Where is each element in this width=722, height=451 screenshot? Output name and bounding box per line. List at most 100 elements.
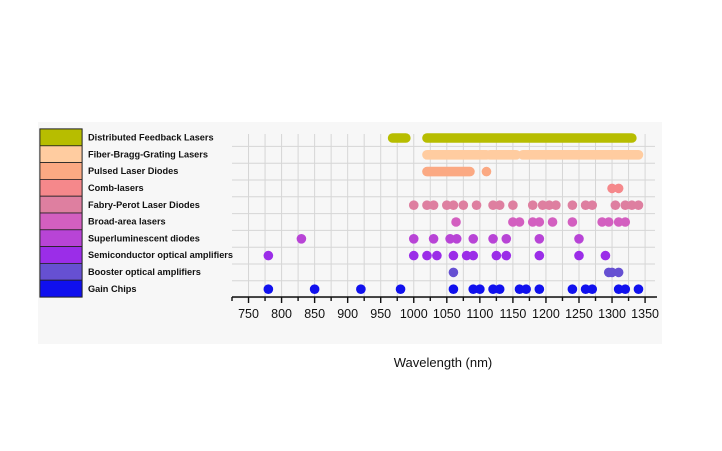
x-tick-label: 750 — [238, 307, 259, 321]
x-tick-label: 950 — [370, 307, 391, 321]
point-booster-optical-amplifiers — [613, 267, 624, 278]
point-booster-optical-amplifiers — [607, 267, 617, 278]
range-bar-pulsed-laser-diodes — [422, 166, 475, 177]
x-tick-label: 1150 — [499, 307, 526, 321]
point-fabry-perot-laser-diodes — [580, 200, 591, 210]
category-label-broad-area-lasers: Broad-area lasers — [88, 217, 166, 227]
point-gain-chips — [620, 284, 631, 295]
point-fabry-perot-laser-diodes — [620, 200, 631, 210]
x-tick-label: 1350 — [631, 307, 659, 321]
point-superluminescent-diodes — [534, 234, 545, 244]
point-broad-area-lasers — [567, 217, 578, 227]
category-label-superluminescent-diodes: Superluminescent diodes — [88, 233, 200, 243]
point-semiconductor-optical-amplifiers — [600, 250, 611, 261]
point-semiconductor-optical-amplifiers — [408, 250, 419, 261]
legend-swatch-distributed-feedback-lasers — [39, 128, 83, 147]
x-tick-label: 1250 — [565, 307, 593, 321]
point-gain-chips — [494, 284, 505, 295]
point-semiconductor-optical-amplifiers — [432, 250, 442, 261]
point-fabry-perot-laser-diodes — [508, 200, 518, 210]
point-gain-chips — [534, 284, 545, 295]
legend-swatch-comb-lasers — [39, 178, 83, 197]
point-fabry-perot-laser-diodes — [422, 200, 432, 210]
data-marks — [263, 133, 644, 295]
x-tick-label: 1200 — [532, 307, 560, 321]
x-tick-label: 1100 — [466, 307, 493, 321]
point-gain-chips — [356, 284, 366, 295]
point-fabry-perot-laser-diodes — [544, 200, 555, 210]
legend-swatch-fiber-bragg-grating-lasers — [39, 145, 83, 164]
point-broad-area-lasers — [451, 217, 461, 227]
category-label-comb-lasers: Comb-lasers — [88, 183, 144, 193]
point-semiconductor-optical-amplifiers — [461, 250, 472, 261]
point-broad-area-lasers — [508, 217, 518, 227]
point-gain-chips — [514, 284, 525, 295]
x-tick-label: 800 — [271, 307, 292, 321]
point-gain-chips — [521, 284, 531, 295]
point-superluminescent-diodes — [574, 234, 584, 244]
point-fabry-perot-laser-diodes — [408, 200, 419, 210]
point-superluminescent-diodes — [468, 234, 479, 244]
point-superluminescent-diodes — [408, 234, 419, 244]
point-superluminescent-diodes — [296, 234, 307, 244]
category-label-booster-optical-amplifiers: Booster optical amplifiers — [88, 267, 201, 277]
point-gain-chips — [395, 284, 406, 295]
point-booster-optical-amplifiers — [448, 267, 459, 278]
point-gain-chips — [263, 284, 274, 295]
point-semiconductor-optical-amplifiers — [468, 250, 479, 261]
point-gain-chips — [580, 284, 591, 295]
point-superluminescent-diodes — [428, 234, 439, 244]
point-broad-area-lasers — [514, 217, 525, 227]
legend: Distributed Feedback Lasers Fiber-Bragg-G… — [39, 128, 233, 298]
point-semiconductor-optical-amplifiers — [422, 250, 432, 261]
legend-swatch-fabry-perot-laser-diodes — [39, 195, 83, 214]
point-fabry-perot-laser-diodes — [428, 200, 439, 210]
point-pulsed-laser-diodes — [481, 166, 492, 177]
point-fabry-perot-laser-diodes — [494, 200, 505, 210]
range-bar-fiber-bragg-grating-lasers — [484, 150, 522, 160]
x-axis-title: Wavelength (nm) — [394, 355, 493, 370]
point-semiconductor-optical-amplifiers — [263, 250, 274, 261]
x-tick-label: 900 — [337, 307, 358, 321]
category-label-distributed-feedback-lasers: Distributed Feedback Lasers — [88, 133, 214, 143]
point-gain-chips — [633, 284, 644, 295]
range-bar-distributed-feedback-lasers — [422, 133, 637, 143]
point-gain-chips — [309, 284, 320, 295]
point-fabry-perot-laser-diodes — [471, 200, 482, 210]
point-broad-area-lasers — [534, 217, 545, 227]
point-broad-area-lasers — [613, 217, 624, 227]
point-broad-area-lasers — [620, 217, 631, 227]
x-tick-label: 1050 — [433, 307, 461, 321]
point-gain-chips — [567, 284, 578, 295]
point-fabry-perot-laser-diodes — [610, 200, 621, 210]
point-fabry-perot-laser-diodes — [458, 200, 469, 210]
category-label-fabry-perot-laser-diodes: Fabry-Perot Laser Diodes — [88, 200, 200, 210]
point-broad-area-lasers — [597, 217, 607, 227]
category-label-gain-chips: Gain Chips — [88, 284, 137, 294]
point-broad-area-lasers — [527, 217, 538, 227]
point-semiconductor-optical-amplifiers — [491, 250, 502, 261]
point-fabry-perot-laser-diodes — [527, 200, 538, 210]
point-superluminescent-diodes — [451, 234, 462, 244]
point-fabry-perot-laser-diodes — [587, 200, 598, 210]
range-bar-distributed-feedback-lasers — [387, 133, 411, 143]
point-superluminescent-diodes — [488, 234, 498, 244]
category-label-pulsed-laser-diodes: Pulsed Laser Diodes — [88, 166, 178, 176]
category-label-semiconductor-optical-amplifiers: Semiconductor optical amplifiers — [88, 250, 233, 260]
legend-swatch-pulsed-laser-diodes — [39, 162, 83, 180]
point-gain-chips — [488, 284, 498, 295]
legend-swatch-broad-area-lasers — [39, 212, 83, 231]
point-gain-chips — [613, 284, 624, 295]
point-gain-chips — [448, 284, 459, 295]
point-gain-chips — [468, 284, 479, 295]
range-bar-fiber-bragg-grating-lasers — [518, 150, 644, 160]
x-tick-label: 1000 — [400, 307, 428, 321]
point-broad-area-lasers — [603, 217, 614, 227]
point-fabry-perot-laser-diodes — [442, 200, 452, 210]
legend-swatch-semiconductor-optical-amplifiers — [39, 246, 83, 264]
point-semiconductor-optical-amplifiers — [534, 250, 545, 261]
x-axis: 750 800 850 900 950 1000 1050 1100 1150 1200 1250 1… — [231, 296, 659, 321]
point-superluminescent-diodes — [445, 234, 455, 244]
point-broad-area-lasers — [547, 217, 558, 227]
legend-swatch-superluminescent-diodes — [39, 229, 83, 248]
